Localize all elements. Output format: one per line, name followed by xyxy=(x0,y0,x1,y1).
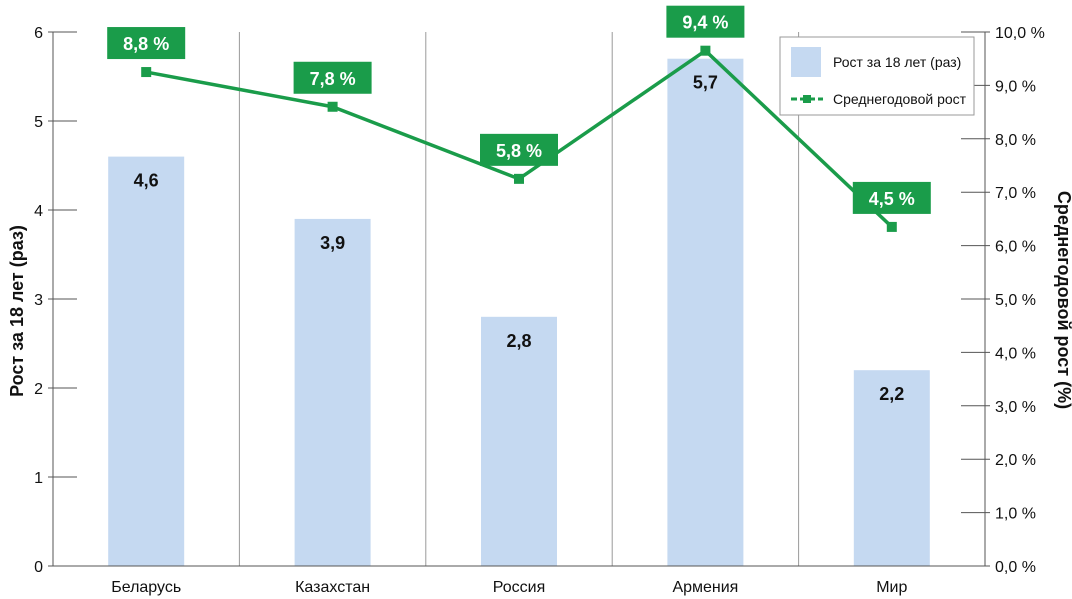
y2-tick-label: 1,0 % xyxy=(995,506,1036,523)
y-tick-label: 3 xyxy=(34,292,43,309)
y2-tick-label: 6,0 % xyxy=(995,239,1036,256)
bar-value-label: 5,7 xyxy=(693,73,718,93)
bar xyxy=(481,316,557,566)
y-axis-title: Рост за 18 лет (раз) xyxy=(7,225,27,397)
x-tick-label: Армения xyxy=(672,579,738,596)
y-tick-label: 4 xyxy=(34,203,43,220)
growth-point xyxy=(141,67,152,78)
x-tick-label: Казахстан xyxy=(295,579,370,596)
x-tick-label: Россия xyxy=(493,579,545,596)
y-tick-label: 1 xyxy=(34,470,43,487)
y2-tick-label: 10,0 % xyxy=(995,25,1045,42)
y-tick-label: 2 xyxy=(34,381,43,398)
growth-value-label: 8,8 % xyxy=(123,34,169,54)
x-tick-label: Мир xyxy=(876,579,907,596)
growth-label-box xyxy=(852,181,931,214)
y2-tick-label: 0,0 % xyxy=(995,559,1036,576)
legend: Рост за 18 лет (раз) Среднегодовой рост xyxy=(779,36,975,116)
bars xyxy=(108,58,930,566)
growth-value-label: 4,5 % xyxy=(869,189,915,209)
x-tick-label: Беларусь xyxy=(111,579,181,596)
bar-value-label: 3,9 xyxy=(320,233,345,253)
data-labels: 4,6 3,9 2,8 5,7 2,2 8,8 % 7,8 % 5,8 % 9,4 % 4,5 % xyxy=(107,5,931,404)
growth-label-box xyxy=(666,5,745,38)
growth-label-box xyxy=(107,27,186,60)
bar xyxy=(294,218,371,566)
y2-tick-label: 4,0 % xyxy=(995,345,1036,362)
bar-value-label: 2,8 xyxy=(506,331,531,351)
y2-tick-label: 7,0 % xyxy=(995,185,1036,202)
bar-value-label: 2,2 xyxy=(879,384,904,404)
growth-line xyxy=(141,45,897,232)
y2-tick-label: 5,0 % xyxy=(995,292,1036,309)
bar xyxy=(853,370,930,566)
y2-axis-title: Среднегодовой рост (%) xyxy=(1054,191,1072,409)
growth-point xyxy=(327,101,338,112)
legend-label-line: Среднегодовой рост xyxy=(833,91,967,107)
legend-swatch-bar xyxy=(791,47,821,77)
growth-value-label: 7,8 % xyxy=(310,69,356,89)
y2-tick-label: 8,0 % xyxy=(995,132,1036,149)
growth-label-box xyxy=(293,61,372,94)
grid-lines xyxy=(238,32,800,566)
bar-value-label: 4,6 xyxy=(134,171,159,191)
legend-label-bar: Рост за 18 лет (раз) xyxy=(833,54,961,70)
axes: 0 1 2 3 4 5 6 0,0 % 1,0 % 2,0 % 3,0 % 4,0 % 5,0 % 6,0… xyxy=(34,25,1045,596)
legend-swatch-marker xyxy=(803,95,811,103)
growth-value-label: 9,4 % xyxy=(682,13,728,33)
y-tick-label: 0 xyxy=(34,559,43,576)
growth-label-box xyxy=(480,133,558,166)
bar xyxy=(667,58,744,566)
growth-point xyxy=(886,221,897,232)
growth-value-label: 5,8 % xyxy=(496,141,542,161)
y2-tick-label: 3,0 % xyxy=(995,399,1036,416)
y-tick-label: 6 xyxy=(34,25,43,42)
bar xyxy=(108,156,185,566)
growth-point xyxy=(514,173,524,184)
y2-tick-label: 9,0 % xyxy=(995,78,1036,95)
y-tick-label: 5 xyxy=(34,114,43,131)
y2-tick-label: 2,0 % xyxy=(995,452,1036,469)
growth-point xyxy=(700,45,711,56)
